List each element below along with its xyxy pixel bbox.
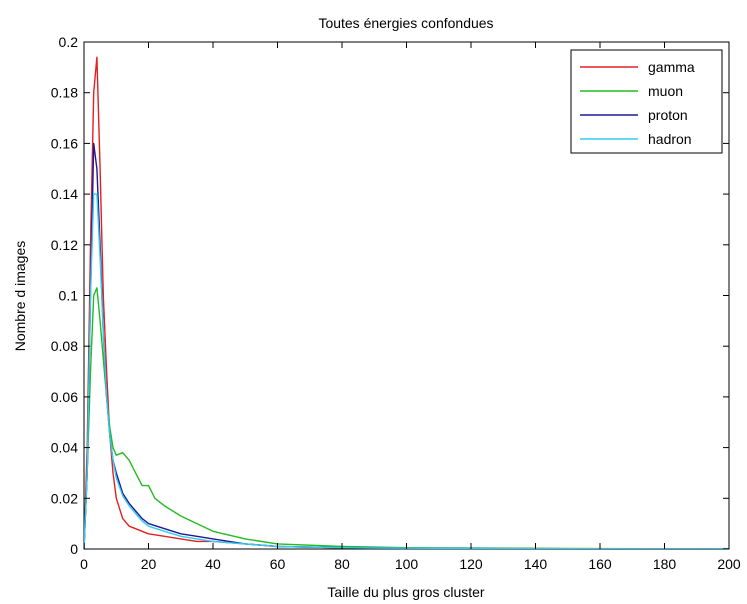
chart-title: Toutes énergies confondues (318, 15, 493, 31)
x-axis: 0 20 40 60 80 100 120 140 160 180 200 (80, 42, 741, 572)
x-tick-label: 20 (141, 556, 157, 572)
y-tick-label: 0.18 (51, 85, 78, 101)
y-axis-title: Nombre d images (12, 241, 28, 352)
y-tick-label: 0.14 (51, 186, 78, 202)
y-tick-label: 0.16 (51, 135, 78, 151)
series-line-muon (84, 287, 729, 549)
legend: gamma muon proton hadron (570, 49, 723, 154)
y-tick-label: 0 (70, 541, 78, 557)
series-lines (84, 56, 729, 549)
legend-label-hadron: hadron (648, 131, 692, 147)
x-tick-label: 80 (334, 556, 350, 572)
x-tick-label: 0 (80, 556, 88, 572)
y-tick-label: 0.2 (59, 34, 79, 50)
series-line-hadron (84, 193, 729, 549)
y-tick-label: 0.06 (51, 389, 78, 405)
x-tick-label: 160 (588, 556, 612, 572)
x-tick-label: 40 (205, 556, 221, 572)
legend-label-proton: proton (648, 107, 688, 123)
x-tick-label: 100 (395, 556, 419, 572)
x-tick-label: 120 (459, 556, 483, 572)
legend-label-muon: muon (648, 83, 683, 99)
legend-label-gamma: gamma (648, 59, 695, 75)
legend-box (570, 49, 723, 154)
y-tick-label: 0.02 (51, 490, 78, 506)
x-tick-label: 200 (717, 556, 741, 572)
y-tick-label: 0.04 (51, 440, 78, 456)
y-tick-label: 0.12 (51, 237, 78, 253)
x-tick-label: 140 (524, 556, 548, 572)
y-axis: 0 0.02 0.04 0.06 0.08 0.1 0.12 0.14 0.16 0.18 0.2 (51, 34, 729, 557)
x-tick-label: 60 (270, 556, 286, 572)
x-axis-title: Taille du plus gros cluster (327, 584, 485, 600)
y-tick-label: 0.1 (59, 288, 79, 304)
y-tick-label: 0.08 (51, 338, 78, 354)
x-tick-label: 180 (653, 556, 677, 572)
